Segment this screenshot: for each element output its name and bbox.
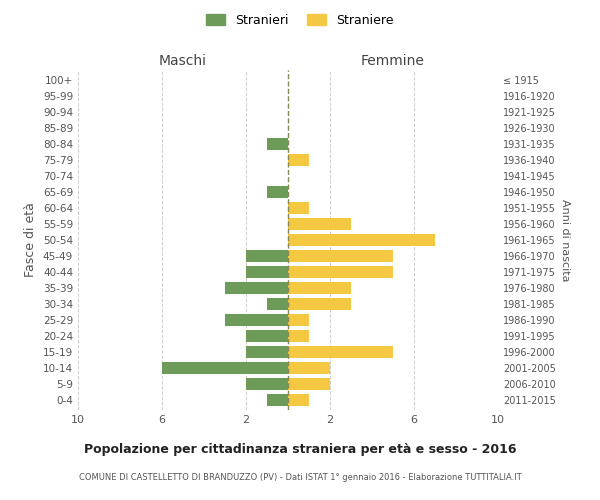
Bar bbox=[225, 282, 288, 294]
Bar bbox=[288, 250, 393, 262]
Bar bbox=[288, 154, 309, 166]
Bar bbox=[288, 218, 351, 230]
Text: COMUNE DI CASTELLETTO DI BRANDUZZO (PV) - Dati ISTAT 1° gennaio 2016 - Elaborazi: COMUNE DI CASTELLETTO DI BRANDUZZO (PV) … bbox=[79, 472, 521, 482]
Bar bbox=[288, 282, 351, 294]
Y-axis label: Anni di nascita: Anni di nascita bbox=[560, 198, 569, 281]
Y-axis label: Fasce di età: Fasce di età bbox=[25, 202, 37, 278]
Bar bbox=[288, 378, 330, 390]
Bar bbox=[267, 298, 288, 310]
Bar bbox=[246, 378, 288, 390]
Bar bbox=[288, 266, 393, 278]
Bar bbox=[267, 394, 288, 406]
Bar bbox=[288, 298, 351, 310]
Bar bbox=[225, 314, 288, 326]
Bar bbox=[246, 266, 288, 278]
Bar bbox=[246, 330, 288, 342]
Bar bbox=[162, 362, 288, 374]
Bar bbox=[267, 186, 288, 198]
Bar bbox=[246, 346, 288, 358]
Text: Femmine: Femmine bbox=[361, 54, 425, 68]
Text: Maschi: Maschi bbox=[159, 54, 207, 68]
Bar bbox=[267, 138, 288, 150]
Bar bbox=[288, 362, 330, 374]
Legend: Stranieri, Straniere: Stranieri, Straniere bbox=[204, 11, 396, 29]
Bar bbox=[288, 234, 435, 246]
Bar bbox=[288, 346, 393, 358]
Bar bbox=[288, 330, 309, 342]
Bar bbox=[288, 202, 309, 214]
Bar bbox=[288, 314, 309, 326]
Text: Popolazione per cittadinanza straniera per età e sesso - 2016: Popolazione per cittadinanza straniera p… bbox=[84, 442, 516, 456]
Bar bbox=[288, 394, 309, 406]
Bar bbox=[246, 250, 288, 262]
